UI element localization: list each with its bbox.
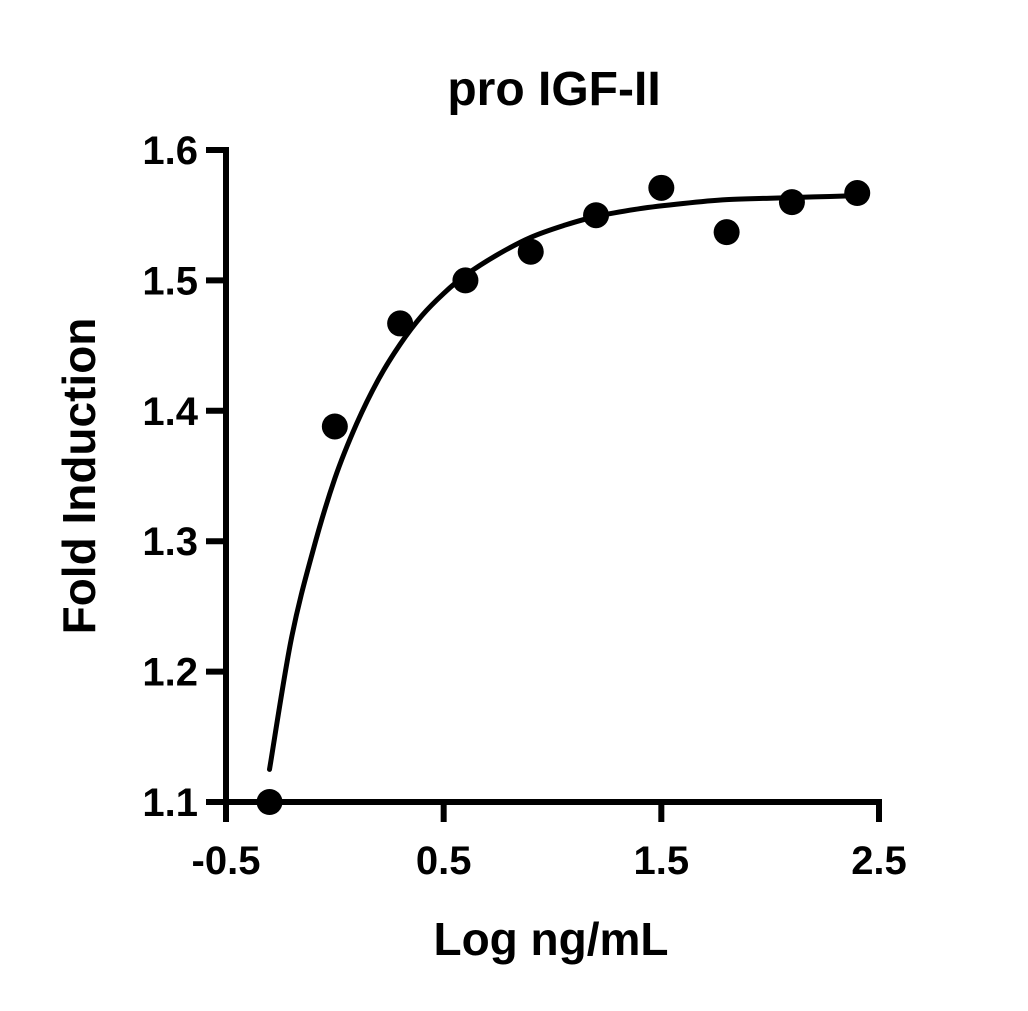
data-point [321,413,348,440]
data-point [778,189,805,216]
data-point [583,202,610,229]
x-axis-ticks: -0.5 0.5 1.5 2.5 [192,802,907,883]
fit-curve [267,193,860,772]
y-tick-label: 1.6 [142,129,198,173]
data-point [713,219,740,246]
data-point [648,174,675,201]
data-point [517,238,544,265]
y-tick-label: 1.5 [142,259,198,303]
axes [223,147,882,805]
y-tick-label: 1.1 [142,781,198,825]
y-axis-ticks: 1.1 1.2 1.3 1.4 1.5 1.6 [142,129,226,825]
x-tick-label: 0.5 [416,839,472,883]
y-tick-label: 1.4 [142,390,198,434]
data-point [387,310,414,337]
data-point [844,180,871,207]
x-tick-label: -0.5 [192,839,261,883]
x-axis-label: Log ng/mL [433,913,668,965]
y-tick-label: 1.2 [142,651,198,695]
y-tick-label: 1.3 [142,520,198,564]
data-point [452,267,479,294]
data-point [256,789,283,815]
chart-title: pro IGF-II [447,63,660,116]
data-points [256,174,871,815]
y-axis-label: Fold Induction [53,318,105,635]
x-tick-label: 1.5 [634,839,690,883]
x-tick-label: 2.5 [851,839,907,883]
